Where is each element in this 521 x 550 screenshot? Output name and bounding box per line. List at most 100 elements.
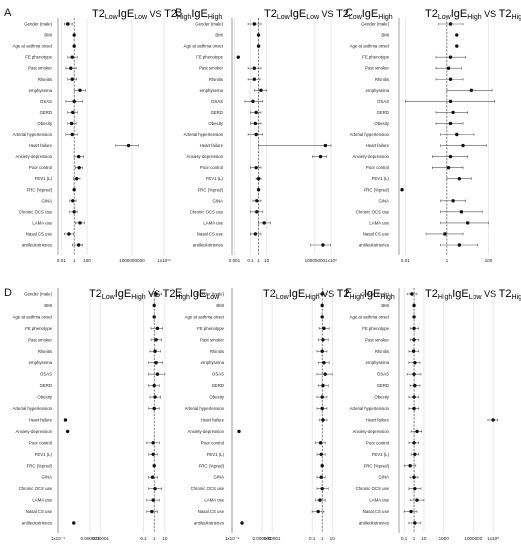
row-label: Past smoker — [200, 337, 224, 342]
panel-title: T2LowIgELow VS T2HighIgEHigh — [92, 8, 222, 21]
row-label: Obesity — [374, 395, 389, 400]
panel-title-part: VS — [320, 289, 337, 299]
estimate-point — [262, 221, 266, 225]
estimate-point — [152, 383, 156, 388]
x-tick-label: 1x10⁻⁹ — [51, 536, 65, 541]
estimate-point — [72, 99, 76, 104]
estimate-point — [251, 99, 255, 104]
row-label: Arterial hypertension — [13, 132, 53, 137]
x-tick-label: 1 — [413, 536, 416, 541]
x-tick-label: 1000 — [439, 536, 450, 541]
row-label: Chronic OCS use — [356, 486, 390, 491]
row-label: Heart failure — [366, 143, 390, 148]
row-label: FEV1 (L) — [372, 176, 390, 181]
estimate-point — [412, 406, 416, 411]
row-label: Heart failure — [366, 417, 390, 422]
row-label: Rhinitis — [38, 349, 52, 354]
row-label: Obesity — [37, 395, 52, 400]
estimate-point — [253, 232, 258, 236]
panel-title-part: High — [131, 294, 146, 301]
row-label: Obesity — [209, 395, 224, 400]
panel-letter: E — [175, 287, 182, 299]
estimate-point — [63, 418, 68, 422]
estimate-point — [254, 110, 258, 115]
estimate-point — [154, 292, 158, 296]
estimate-point — [69, 66, 73, 70]
estimate-point — [446, 165, 451, 170]
estimate-point — [152, 464, 156, 468]
panel-title-part: T2 — [263, 288, 276, 300]
panel-title-part: T2 — [337, 288, 350, 300]
row-label: GERD — [212, 383, 224, 388]
panel-title-part: VS — [482, 9, 499, 19]
estimate-point — [455, 44, 459, 48]
row-label: Heart failure — [29, 417, 53, 422]
row-label: GINA — [378, 475, 389, 480]
row-label: Rhinitis — [375, 77, 389, 82]
panel-E: ET2LowIgEHigh VS T2HighIgEHigh1x10⁻⁹0.00… — [175, 287, 395, 541]
x-tick-label: 0.00001 — [264, 536, 281, 541]
estimate-point — [412, 441, 416, 445]
panel-title-part: IgE — [289, 288, 306, 300]
row-label: emphysema — [366, 360, 390, 365]
estimate-point — [65, 429, 70, 434]
estimate-point — [318, 498, 322, 502]
panel-title-part: T2 — [425, 288, 438, 300]
panel-letter: F — [345, 287, 352, 299]
row-label: Heart failure — [29, 143, 53, 148]
panel-title: T2LowIgEHigh VS T2HighIgELow — [89, 288, 220, 301]
row-label: Arterial hypertension — [184, 132, 224, 137]
estimate-point — [75, 177, 79, 181]
row-label: FE phenotype — [362, 55, 389, 60]
row-label: Chronic OCS use — [19, 209, 53, 214]
estimate-point — [321, 418, 325, 422]
row-label: OSAS — [211, 99, 223, 104]
panel-title-part: High — [511, 294, 521, 301]
estimate-point — [318, 441, 323, 445]
panel-title-part: Low — [277, 14, 291, 21]
panel-title-part: T2 — [336, 8, 349, 20]
row-label: LAMA use — [204, 498, 224, 503]
estimate-point — [412, 372, 416, 376]
estimate-point — [256, 44, 261, 48]
estimate-point — [448, 55, 453, 59]
x-tick-label: 1x10⁸ — [487, 536, 499, 541]
row-label: GERD — [40, 383, 52, 388]
panel-title-part: High — [467, 14, 482, 21]
panel-letter: D — [4, 287, 12, 299]
estimate-point — [320, 486, 324, 491]
row-label: GERD — [377, 110, 389, 115]
row-label: OSAS — [40, 99, 52, 104]
row-label: Age at asthma onset — [185, 314, 225, 319]
estimate-point — [153, 486, 157, 491]
estimate-point — [252, 77, 257, 81]
estimate-point — [72, 44, 76, 48]
row-label: Gender (male) — [195, 22, 223, 27]
row-label: Gender (male) — [24, 292, 52, 297]
row-label: Anxiety-depression — [15, 154, 52, 159]
panel-title: T2LowIgEHigh VS T2HighIgEHigh — [263, 288, 395, 301]
row-label: antileukotrienes — [359, 243, 389, 248]
panel-title-part: T2 — [92, 8, 105, 20]
row-label: Age at asthma onset — [13, 314, 53, 319]
estimate-point — [151, 452, 155, 456]
x-tick-label: 1000000000 — [119, 258, 145, 263]
estimate-point — [254, 165, 258, 170]
panel-title-part: Low — [438, 14, 452, 21]
estimate-point — [256, 188, 261, 192]
estimate-point — [236, 55, 240, 59]
x-tick-label: 1x10¹⁴ — [157, 258, 170, 263]
row-label: FRC (%pred) — [27, 187, 53, 192]
row-label: Nasal CS use — [363, 509, 390, 514]
row-label: Poor control — [366, 165, 389, 170]
panel-title-part: High — [438, 294, 453, 301]
estimate-point — [320, 303, 324, 308]
row-label: Rhinitis — [375, 349, 389, 354]
estimate-point — [448, 77, 453, 81]
row-label: BMI — [381, 33, 389, 38]
estimate-point — [254, 132, 258, 137]
